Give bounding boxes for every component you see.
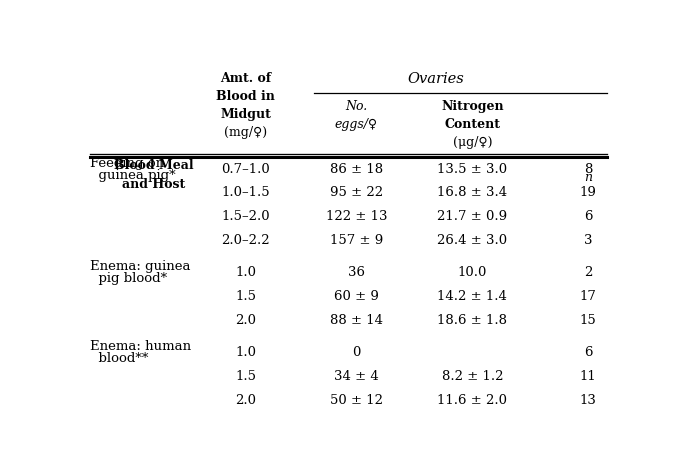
Text: Enema: guinea: Enema: guinea bbox=[90, 260, 191, 273]
Text: 122 ± 13: 122 ± 13 bbox=[326, 210, 387, 223]
Text: 60 ± 9: 60 ± 9 bbox=[334, 290, 379, 303]
Text: 0: 0 bbox=[352, 346, 360, 359]
Text: pig blood*: pig blood* bbox=[90, 272, 167, 285]
Text: 10.0: 10.0 bbox=[458, 266, 487, 279]
Text: 86 ± 18: 86 ± 18 bbox=[330, 163, 383, 176]
Text: 1.5: 1.5 bbox=[235, 290, 256, 303]
Text: Feeding on: Feeding on bbox=[90, 157, 165, 170]
Text: Enema: human: Enema: human bbox=[90, 340, 191, 353]
Text: Amt. of: Amt. of bbox=[220, 72, 271, 85]
Text: (mg/♀): (mg/♀) bbox=[224, 126, 267, 139]
Text: 21.7 ± 0.9: 21.7 ± 0.9 bbox=[437, 210, 507, 223]
Text: 1.5–2.0: 1.5–2.0 bbox=[222, 210, 270, 223]
Text: n: n bbox=[584, 171, 592, 184]
Text: 1.0–1.5: 1.0–1.5 bbox=[222, 186, 270, 199]
Text: and Host: and Host bbox=[122, 178, 185, 191]
Text: 50 ± 12: 50 ± 12 bbox=[330, 394, 383, 406]
Text: 1.0: 1.0 bbox=[235, 346, 256, 359]
Text: Ovaries: Ovaries bbox=[407, 72, 464, 86]
Text: 2: 2 bbox=[584, 266, 592, 279]
Text: 2.0: 2.0 bbox=[235, 313, 256, 327]
Text: 6: 6 bbox=[584, 346, 592, 359]
Text: 95 ± 22: 95 ± 22 bbox=[330, 186, 383, 199]
Text: 16.8 ± 3.4: 16.8 ± 3.4 bbox=[437, 186, 507, 199]
Text: 1.5: 1.5 bbox=[235, 370, 256, 383]
Text: 2.0–2.2: 2.0–2.2 bbox=[222, 234, 270, 247]
Text: 8: 8 bbox=[584, 163, 592, 176]
Text: 11: 11 bbox=[580, 370, 596, 383]
Text: guinea pig*: guinea pig* bbox=[90, 169, 176, 182]
Text: Blood Meal: Blood Meal bbox=[114, 159, 193, 172]
Text: Midgut: Midgut bbox=[220, 108, 271, 121]
Text: 15: 15 bbox=[580, 313, 596, 327]
Text: 14.2 ± 1.4: 14.2 ± 1.4 bbox=[437, 290, 507, 303]
Text: No.: No. bbox=[345, 100, 367, 113]
Text: (μg/♀): (μg/♀) bbox=[453, 136, 492, 149]
Text: 34 ± 4: 34 ± 4 bbox=[334, 370, 379, 383]
Text: Blood in: Blood in bbox=[216, 90, 275, 103]
Text: 19: 19 bbox=[580, 186, 597, 199]
Text: 88 ± 14: 88 ± 14 bbox=[330, 313, 383, 327]
Text: blood**: blood** bbox=[90, 352, 149, 365]
Text: 13: 13 bbox=[580, 394, 597, 406]
Text: 3: 3 bbox=[584, 234, 592, 247]
Text: Content: Content bbox=[444, 118, 500, 131]
Text: 13.5 ± 3.0: 13.5 ± 3.0 bbox=[437, 163, 507, 176]
Text: 6: 6 bbox=[584, 210, 592, 223]
Text: 26.4 ± 3.0: 26.4 ± 3.0 bbox=[437, 234, 507, 247]
Text: 11.6 ± 2.0: 11.6 ± 2.0 bbox=[437, 394, 507, 406]
Text: 2.0: 2.0 bbox=[235, 394, 256, 406]
Text: 18.6 ± 1.8: 18.6 ± 1.8 bbox=[437, 313, 507, 327]
Text: 0.7–1.0: 0.7–1.0 bbox=[222, 163, 270, 176]
Text: Nitrogen: Nitrogen bbox=[441, 100, 504, 113]
Text: 17: 17 bbox=[580, 290, 597, 303]
Text: 1.0: 1.0 bbox=[235, 266, 256, 279]
Text: 157 ± 9: 157 ± 9 bbox=[330, 234, 383, 247]
Text: eggs/♀: eggs/♀ bbox=[335, 118, 378, 131]
Text: 8.2 ± 1.2: 8.2 ± 1.2 bbox=[441, 370, 503, 383]
Text: 36: 36 bbox=[348, 266, 365, 279]
